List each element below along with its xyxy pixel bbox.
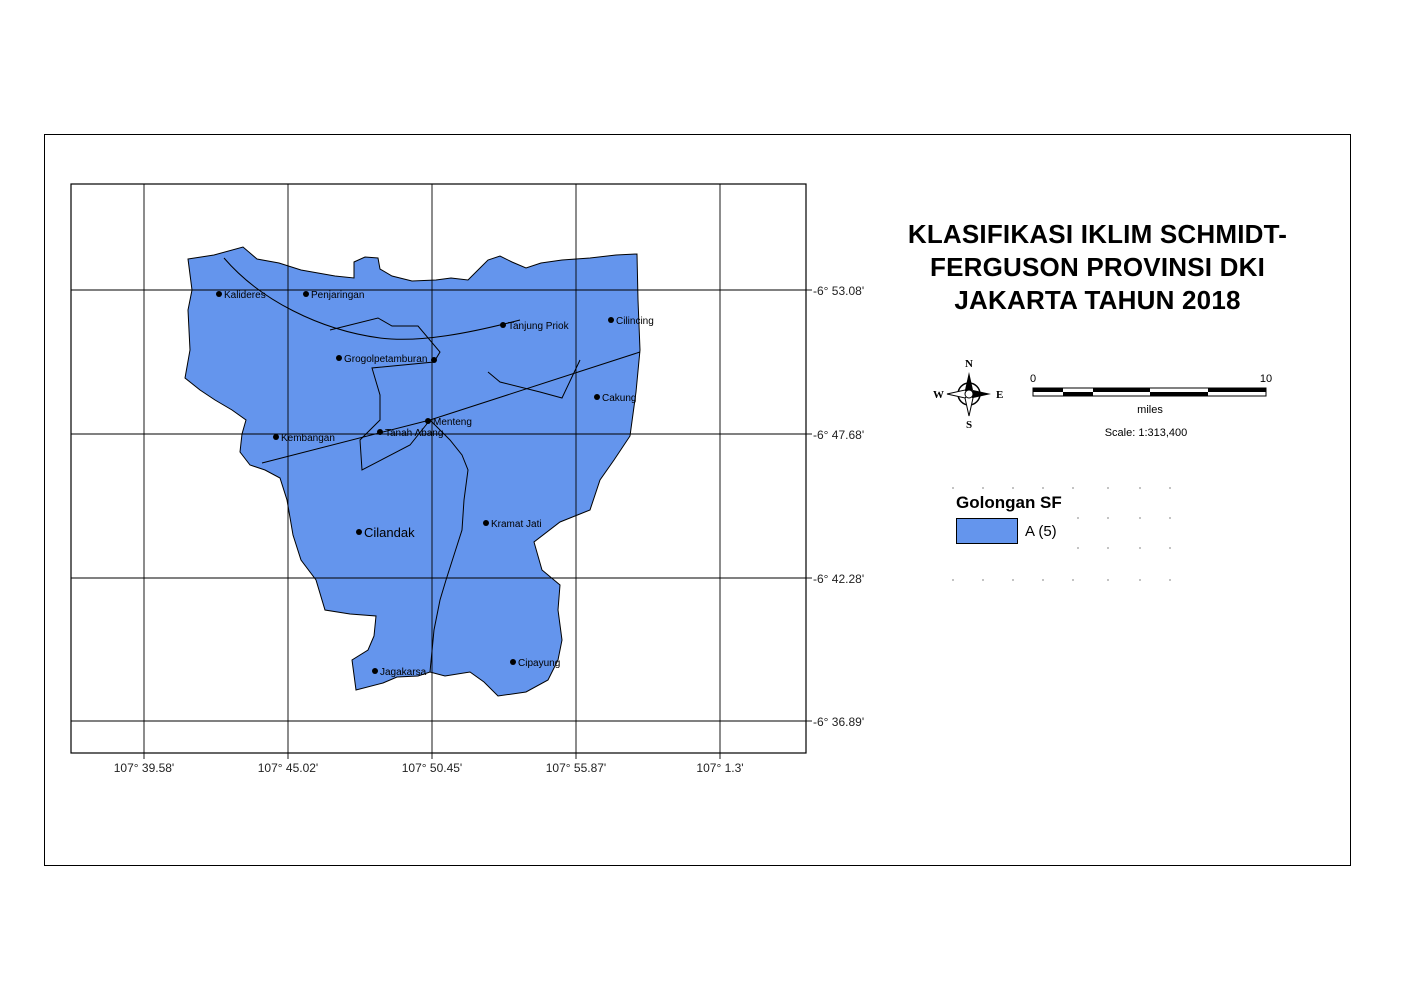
north-label: N — [965, 358, 973, 370]
scale-end-label: 10 — [1260, 373, 1272, 385]
place-point[interactable] — [356, 529, 362, 535]
place-label: Tanah Abang — [385, 428, 443, 439]
scale-unit-label: miles — [1137, 404, 1163, 416]
place-markers: Kalideres Penjaringan Tanjung Priok Cili… — [216, 290, 654, 678]
longitude-label: 107° 50.45' — [402, 761, 462, 775]
place-point[interactable] — [425, 418, 431, 424]
place-point[interactable] — [483, 520, 489, 526]
place-point[interactable] — [273, 434, 279, 440]
legend: Golongan SF A (5) — [950, 488, 1180, 598]
graticule — [71, 184, 806, 753]
place-label: Penjaringan — [311, 290, 364, 301]
legend-dot-grid — [952, 487, 1171, 581]
place-point[interactable] — [608, 317, 614, 323]
latitude-label: -6° 53.08' — [813, 284, 864, 298]
longitude-label: 107° 45.02' — [258, 761, 318, 775]
place-point[interactable] — [594, 394, 600, 400]
longitude-label: 107° 55.87' — [546, 761, 606, 775]
place-label: Kalideres — [224, 290, 266, 301]
place-label: Kembangan — [281, 433, 335, 444]
longitude-label: 107° 1.3' — [696, 761, 743, 775]
place-label: Cipayung — [518, 658, 560, 669]
place-label: Cilandak — [364, 525, 415, 540]
legend-swatch — [956, 518, 1018, 544]
place-label: Cakung — [602, 393, 636, 404]
place-label: Tanjung Priok — [508, 321, 570, 332]
map-title-line: JAKARTA TAHUN 2018 — [954, 285, 1241, 315]
place-label: Kramat Jati — [491, 519, 542, 530]
place-point[interactable] — [336, 355, 342, 361]
map-title-line: FERGUSON PROVINSI DKI — [929, 252, 1265, 282]
place-point[interactable] — [510, 659, 516, 665]
map-layout-frame — [44, 134, 1351, 866]
place-label: Jagakarsa — [380, 667, 427, 678]
scale-ratio-text: Scale: 1:313,400 — [1105, 427, 1188, 439]
place-point[interactable] — [303, 291, 309, 297]
graticule-ticks — [143, 289, 812, 759]
map-title: KLASIFIKASI IKLIM SCHMIDT- FERGUSON PROV… — [870, 218, 1325, 317]
place-label: Cilincing — [616, 316, 654, 327]
scale-bar: 0 10 miles Scale: 1:313,400 — [1030, 373, 1272, 439]
place-point[interactable] — [216, 291, 222, 297]
latitude-label: -6° 36.89' — [813, 715, 864, 729]
map-title-line: KLASIFIKASI IKLIM SCHMIDT- — [907, 219, 1288, 249]
place-point[interactable] — [500, 322, 506, 328]
data-frame — [70, 183, 807, 754]
place-point[interactable] — [431, 357, 437, 363]
place-point[interactable] — [377, 429, 383, 435]
place-point[interactable] — [372, 668, 378, 674]
west-label: W — [933, 389, 944, 401]
south-label: S — [966, 419, 972, 430]
latitude-label: -6° 42.28' — [813, 572, 864, 586]
place-label: Menteng — [433, 417, 472, 428]
latitude-label: -6° 47.68' — [813, 428, 864, 442]
place-label: Grogolpetamburan — [344, 354, 427, 365]
jakarta-region[interactable] — [184, 246, 641, 697]
legend-item-label: A (5) — [1025, 523, 1057, 540]
scale-start-label: 0 — [1030, 373, 1036, 385]
legend-title: Golongan SF — [956, 493, 1062, 512]
longitude-label: 107° 39.58' — [114, 761, 174, 775]
east-label: E — [996, 389, 1003, 401]
compass-rose-icon: N S W E — [933, 358, 1003, 430]
